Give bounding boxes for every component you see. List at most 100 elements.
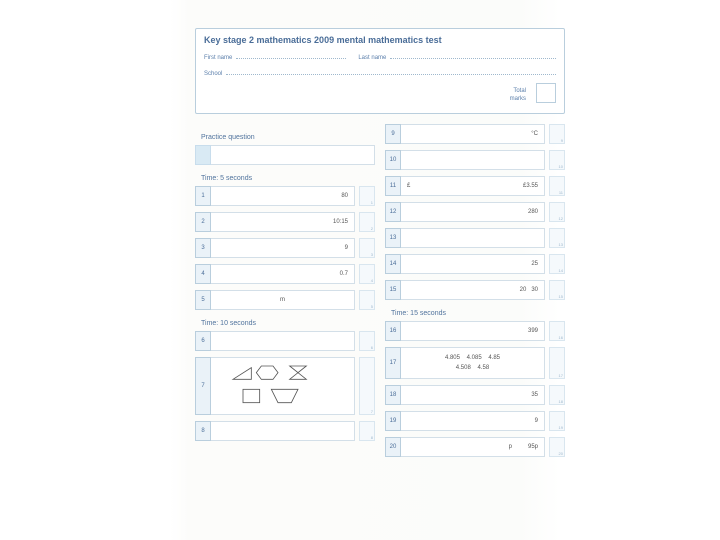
total-marks-label: Totalmarks [510, 87, 526, 103]
q20-answer[interactable]: p 95p [401, 437, 545, 457]
practice-numbox [195, 145, 211, 165]
row-q6: 6 [195, 331, 375, 351]
q10-mark[interactable] [549, 150, 565, 170]
q18-answer[interactable]: 35 [401, 385, 545, 405]
q5-num: 5 [195, 290, 211, 310]
q9-mark[interactable] [549, 124, 565, 144]
q15-num: 15 [385, 280, 401, 300]
shapes-icon [223, 361, 343, 411]
q14-num: 14 [385, 254, 401, 274]
left-column: Practice question Time: 5 seconds 1 80 2… [195, 124, 375, 463]
q16-mark[interactable] [549, 321, 565, 341]
q11-mark[interactable] [549, 176, 565, 196]
page-title: Key stage 2 mathematics 2009 mental math… [204, 35, 556, 45]
row-q19: 19 9 [385, 411, 565, 431]
q7-num: 7 [195, 357, 211, 415]
q13-mark[interactable] [549, 228, 565, 248]
q20-mark[interactable] [549, 437, 565, 457]
school-line[interactable] [226, 69, 556, 75]
row-q5: 5 m [195, 290, 375, 310]
row-q18: 18 35 [385, 385, 565, 405]
section-15s: Time: 15 seconds [391, 310, 565, 317]
q4-answer[interactable]: 0.7 [211, 264, 355, 284]
school-label: School [204, 71, 222, 77]
q13-answer[interactable] [401, 228, 545, 248]
q5-answer[interactable]: m [211, 290, 355, 310]
row-practice [195, 145, 375, 165]
last-name-label: Last name [358, 55, 386, 61]
q11-answer[interactable]: £ £3.55 [401, 176, 545, 196]
last-name-line[interactable] [390, 53, 556, 59]
q6-num: 6 [195, 331, 211, 351]
row-q15: 15 20 30 [385, 280, 565, 300]
q20-num: 20 [385, 437, 401, 457]
row-q16: 16 399 [385, 321, 565, 341]
q16-answer[interactable]: 399 [401, 321, 545, 341]
section-practice: Practice question [201, 134, 375, 141]
q12-num: 12 [385, 202, 401, 222]
row-q8: 8 [195, 421, 375, 441]
section-10s: Time: 10 seconds [201, 320, 375, 327]
q8-mark[interactable] [359, 421, 375, 441]
q7-mark[interactable] [359, 357, 375, 415]
q7-shapes[interactable] [211, 357, 355, 415]
row-q10: 10 [385, 150, 565, 170]
q19-mark[interactable] [549, 411, 565, 431]
row-q4: 4 0.7 [195, 264, 375, 284]
q17-num: 17 [385, 347, 401, 379]
q4-num: 4 [195, 264, 211, 284]
q17-mark[interactable] [549, 347, 565, 379]
q19-num: 19 [385, 411, 401, 431]
row-q17: 17 4.805 4.085 4.85 4.508 4.58 [385, 347, 565, 379]
q12-answer[interactable]: 280 [401, 202, 545, 222]
first-name-label: First name [204, 55, 232, 61]
right-column: 9 °C 10 11 £ £3.55 12 280 [385, 124, 565, 463]
q17-answer[interactable]: 4.805 4.085 4.85 4.508 4.58 [401, 347, 545, 379]
first-name-line[interactable] [236, 53, 346, 59]
q1-mark[interactable] [359, 186, 375, 206]
q1-num: 1 [195, 186, 211, 206]
practice-answer[interactable] [211, 145, 375, 165]
q15-answer[interactable]: 20 30 [401, 280, 545, 300]
row-q14: 14 25 [385, 254, 565, 274]
q8-answer[interactable] [211, 421, 355, 441]
q15-mark[interactable] [549, 280, 565, 300]
q9-num: 9 [385, 124, 401, 144]
q10-answer[interactable] [401, 150, 545, 170]
q19-answer[interactable]: 9 [401, 411, 545, 431]
q4-mark[interactable] [359, 264, 375, 284]
q18-num: 18 [385, 385, 401, 405]
row-q11: 11 £ £3.55 [385, 176, 565, 196]
q9-answer[interactable]: °C [401, 124, 545, 144]
row-q20: 20 p 95p [385, 437, 565, 457]
q8-num: 8 [195, 421, 211, 441]
row-q13: 13 [385, 228, 565, 248]
q6-answer[interactable] [211, 331, 355, 351]
q16-num: 16 [385, 321, 401, 341]
row-q2: 2 10:15 [195, 212, 375, 232]
q18-mark[interactable] [549, 385, 565, 405]
q6-mark[interactable] [359, 331, 375, 351]
worksheet: Key stage 2 mathematics 2009 mental math… [195, 28, 565, 463]
q2-mark[interactable] [359, 212, 375, 232]
q14-mark[interactable] [549, 254, 565, 274]
q3-mark[interactable] [359, 238, 375, 258]
q5-mark[interactable] [359, 290, 375, 310]
q3-num: 3 [195, 238, 211, 258]
q3-answer[interactable]: 9 [211, 238, 355, 258]
row-q9: 9 °C [385, 124, 565, 144]
q13-num: 13 [385, 228, 401, 248]
q12-mark[interactable] [549, 202, 565, 222]
row-q1: 1 80 [195, 186, 375, 206]
q2-answer[interactable]: 10:15 [211, 212, 355, 232]
q14-answer[interactable]: 25 [401, 254, 545, 274]
q2-num: 2 [195, 212, 211, 232]
section-5s: Time: 5 seconds [201, 175, 375, 182]
row-q3: 3 9 [195, 238, 375, 258]
total-marks-box[interactable] [536, 83, 556, 103]
header-box: Key stage 2 mathematics 2009 mental math… [195, 28, 565, 114]
q10-num: 10 [385, 150, 401, 170]
q1-answer[interactable]: 80 [211, 186, 355, 206]
q11-num: 11 [385, 176, 401, 196]
row-q7: 7 [195, 357, 375, 415]
